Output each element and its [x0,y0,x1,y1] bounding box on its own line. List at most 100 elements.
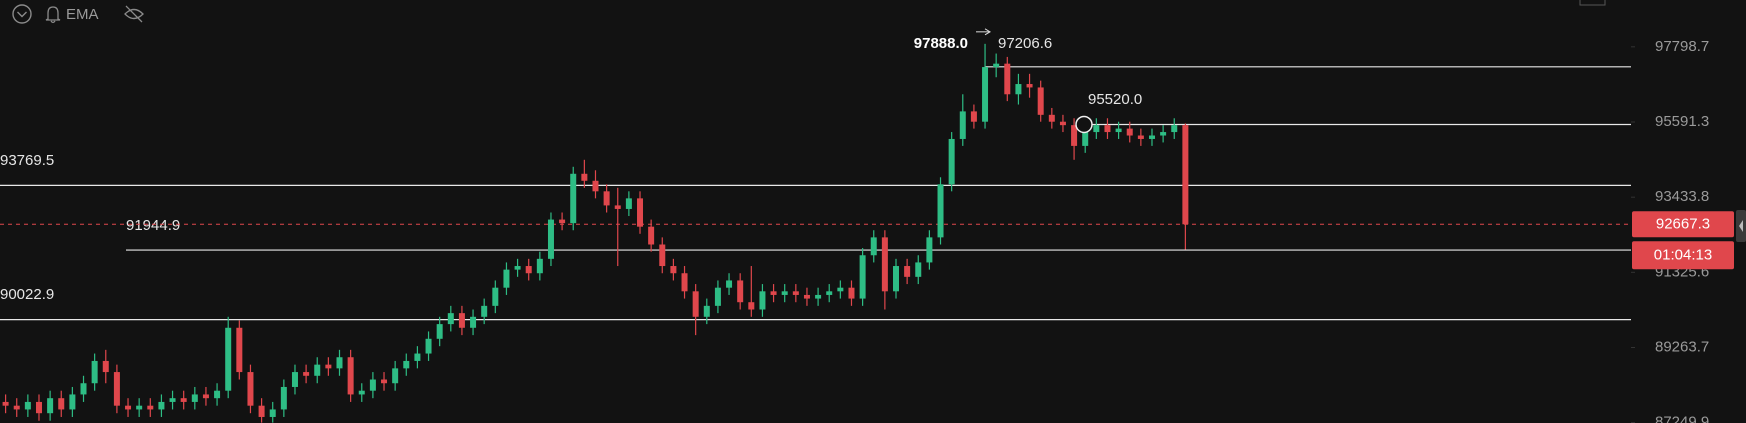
candles [2,43,1189,423]
candle-body [214,390,221,399]
candle-body [225,327,232,391]
candle-body [58,398,65,410]
candle-body [792,291,799,295]
candle-body [937,184,944,238]
candle-body [737,280,744,303]
candle-body [904,266,911,277]
level-label: 93769.5 [0,152,54,169]
candle-body [870,237,877,256]
candle-body [247,372,254,406]
candle-body [748,302,755,310]
candle-body [147,405,154,410]
level-point [1075,115,1093,134]
candle-body [80,383,87,395]
candle-body [637,198,644,227]
candle-body [1171,125,1178,133]
candle-body [414,353,421,361]
y-tick-label: 87249.9 [1655,414,1709,423]
candle-body [336,357,343,369]
hide-icon[interactable] [124,5,144,23]
high-arrowhead [984,28,991,36]
candle-body [826,291,833,295]
candle-body [447,313,454,325]
candle-body [703,305,710,317]
level-label: 90022.9 [0,286,54,303]
toolbar-button[interactable] [1579,0,1606,6]
candle-body [1037,87,1044,115]
candle-body [503,269,510,288]
candle-body [1115,128,1122,133]
candle-body [536,258,543,274]
candle-body [269,409,276,417]
candle-body [970,111,977,122]
candle-body [759,291,766,310]
candle-body [559,219,566,224]
candle-body [948,138,955,185]
candle-body [358,390,365,395]
candle-body [1059,121,1066,126]
candle-body [815,294,822,299]
candle-body [1137,135,1144,139]
handle-arrow [1739,220,1743,232]
candle-body [670,266,677,274]
candle-body [625,198,632,209]
candle-body [603,191,610,206]
candle-body [13,405,20,410]
collapse-button[interactable] [12,4,32,24]
candle-body [770,291,777,295]
candle-body [1004,63,1011,95]
candle-body [781,291,788,295]
candle-body [1026,84,1033,88]
candle-body [202,394,209,399]
candle-body [692,291,699,317]
candle-body [848,287,855,299]
candle-body [1048,114,1055,122]
candle-body [492,287,499,306]
price-box-label: 92667.3 [1656,215,1710,232]
candle-body [369,379,376,391]
candle-body [69,394,76,410]
candle-body [2,401,9,406]
candle-body [881,237,888,292]
candle-body [470,316,477,328]
candle-body [514,266,521,270]
candle-body [1093,125,1100,133]
candle-body [681,273,688,292]
candle-body [1148,135,1155,139]
candle-body [403,360,410,369]
y-tick-label: 93433.8 [1655,188,1709,205]
candle-body [314,364,321,376]
candle-body [614,205,621,209]
candle-body [959,111,966,139]
alert-icon[interactable] [45,6,61,24]
candle-body [291,372,298,387]
candle-body [893,266,899,292]
candle-body [915,262,922,277]
y-tick-label: 95591.3 [1655,113,1709,130]
indicator-name[interactable]: EMA [66,6,99,23]
candle-body [347,357,354,395]
candle-body [458,313,465,328]
candle-body [102,360,109,373]
candle-body [325,364,332,369]
candle-body [859,255,866,299]
candle-body [280,386,287,410]
candle-body [837,287,844,292]
candle-body [258,405,265,417]
candle-body [236,327,243,373]
level-label: 97206.6 [998,35,1052,52]
candle-body [47,398,54,414]
candle-body [714,287,721,306]
chevron-icon [17,11,27,18]
candle-body [24,401,31,410]
high-label: 97888.0 [914,35,968,52]
candle-body [35,401,42,414]
candle-body [392,368,399,384]
candle-body [803,294,810,299]
candle-body [381,379,388,384]
candle-body [436,324,443,339]
candle-body [91,360,98,384]
